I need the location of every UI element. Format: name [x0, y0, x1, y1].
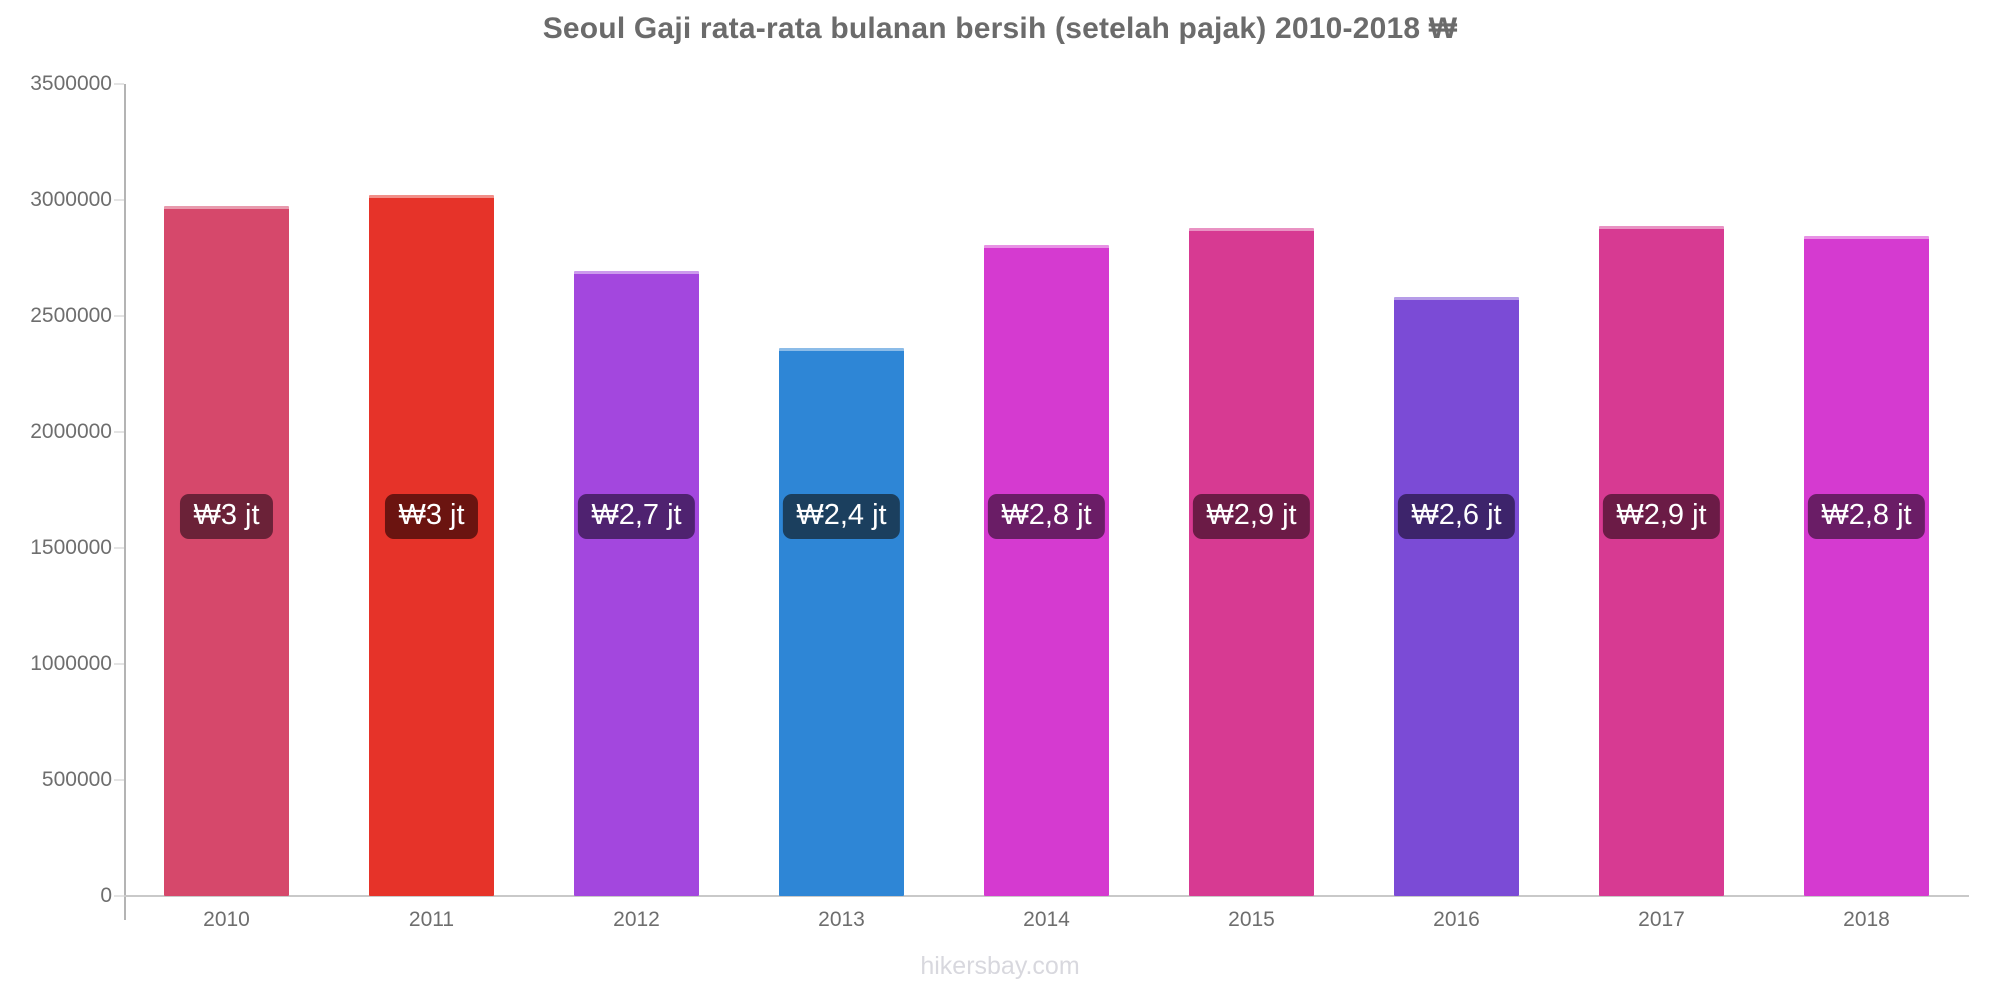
x-axis-tick-label-2010: 2010: [203, 908, 250, 931]
y-axis-tick-label: 500000: [41, 768, 112, 791]
bar-value-label: ₩2,9 jt: [1193, 493, 1310, 539]
y-axis-tick-label: 3000000: [30, 188, 112, 211]
y-axis-tick-label: 1500000: [30, 536, 112, 559]
bar-top-highlight: [1189, 227, 1314, 231]
x-axis-tick-label-2014: 2014: [1023, 908, 1070, 931]
bar-group[interactable]: ₩3 jt: [164, 84, 289, 896]
x-axis-tick-label-2015: 2015: [1228, 908, 1275, 931]
y-axis-tick-label: 2000000: [30, 420, 112, 443]
bar-group[interactable]: ₩2,9 jt: [1189, 84, 1314, 896]
x-axis-tick-label-2016: 2016: [1433, 908, 1480, 931]
x-axis-tick-label-2012: 2012: [613, 908, 660, 931]
y-axis-line: [124, 84, 126, 920]
y-axis-tick-mark: [114, 315, 124, 317]
bar-top-highlight: [574, 270, 699, 274]
bar-value-label: ₩3 jt: [180, 493, 273, 539]
bar-group[interactable]: ₩2,4 jt: [779, 84, 904, 896]
y-axis-tick-mark: [114, 199, 124, 201]
x-axis-tick-label-2017: 2017: [1638, 908, 1685, 931]
y-axis-tick-mark: [114, 431, 124, 433]
bar-2011[interactable]: [369, 195, 494, 896]
bar-group[interactable]: ₩2,7 jt: [574, 84, 699, 896]
chart-title: Seoul Gaji rata-rata bulanan bersih (set…: [542, 12, 1458, 45]
bar-top-highlight: [984, 245, 1109, 249]
bar-2012[interactable]: [574, 270, 699, 896]
bar-top-highlight: [369, 195, 494, 199]
plot-area: ₩3 jt ₩3 jt ₩2,7 jt ₩2,4 jt ₩2,8 jt ₩2,9 jt ₩2…: [124, 84, 1969, 896]
bar-2014[interactable]: [984, 245, 1109, 896]
bar-2010[interactable]: [164, 205, 289, 896]
bar-value-label: ₩2,8 jt: [988, 493, 1105, 539]
bar-value-label: ₩2,4 jt: [783, 493, 900, 539]
x-axis-tick-label-2018: 2018: [1843, 908, 1890, 931]
bar-group[interactable]: ₩3 jt: [369, 84, 494, 896]
x-axis-line: [124, 895, 1969, 897]
bar-group[interactable]: ₩2,8 jt: [984, 84, 1109, 896]
bar-top-highlight: [1599, 225, 1724, 229]
bar-2016[interactable]: [1394, 297, 1519, 896]
bar-value-label: ₩2,6 jt: [1398, 493, 1515, 539]
y-axis-tick-mark: [114, 83, 124, 85]
x-axis-tick-label-2011: 2011: [408, 908, 455, 931]
y-axis-tick-label: 3500000: [30, 72, 112, 95]
y-axis-tick-mark: [114, 895, 124, 897]
y-axis-tick-label: 1000000: [30, 652, 112, 675]
bar-2015[interactable]: [1189, 227, 1314, 896]
y-axis-tick-mark: [114, 547, 124, 549]
bar-group[interactable]: ₩2,9 jt: [1599, 84, 1724, 896]
bar-value-label: ₩2,9 jt: [1603, 493, 1720, 539]
y-axis-tick-mark: [114, 663, 124, 665]
bar-group[interactable]: ₩2,8 jt: [1804, 84, 1929, 896]
bar-value-label: ₩2,8 jt: [1808, 493, 1925, 539]
bar-value-label: ₩2,7 jt: [578, 493, 695, 539]
bar-top-highlight: [1804, 235, 1929, 239]
bar-value-label: ₩3 jt: [385, 493, 478, 539]
watermark-label: hikersbay.com: [920, 952, 1080, 980]
bar-2017[interactable]: [1599, 225, 1724, 896]
bar-2013[interactable]: [779, 348, 904, 896]
bar-group[interactable]: ₩2,6 jt: [1394, 84, 1519, 896]
y-axis-tick-label: 0: [100, 884, 112, 907]
bar-2018[interactable]: [1804, 235, 1929, 896]
bar-top-highlight: [164, 205, 289, 209]
bar-top-highlight: [779, 348, 904, 352]
y-axis-tick-label: 2500000: [30, 304, 112, 327]
bar-top-highlight: [1394, 297, 1519, 301]
x-axis-tick-label-2013: 2013: [818, 908, 865, 931]
y-axis-tick-mark: [114, 779, 124, 781]
